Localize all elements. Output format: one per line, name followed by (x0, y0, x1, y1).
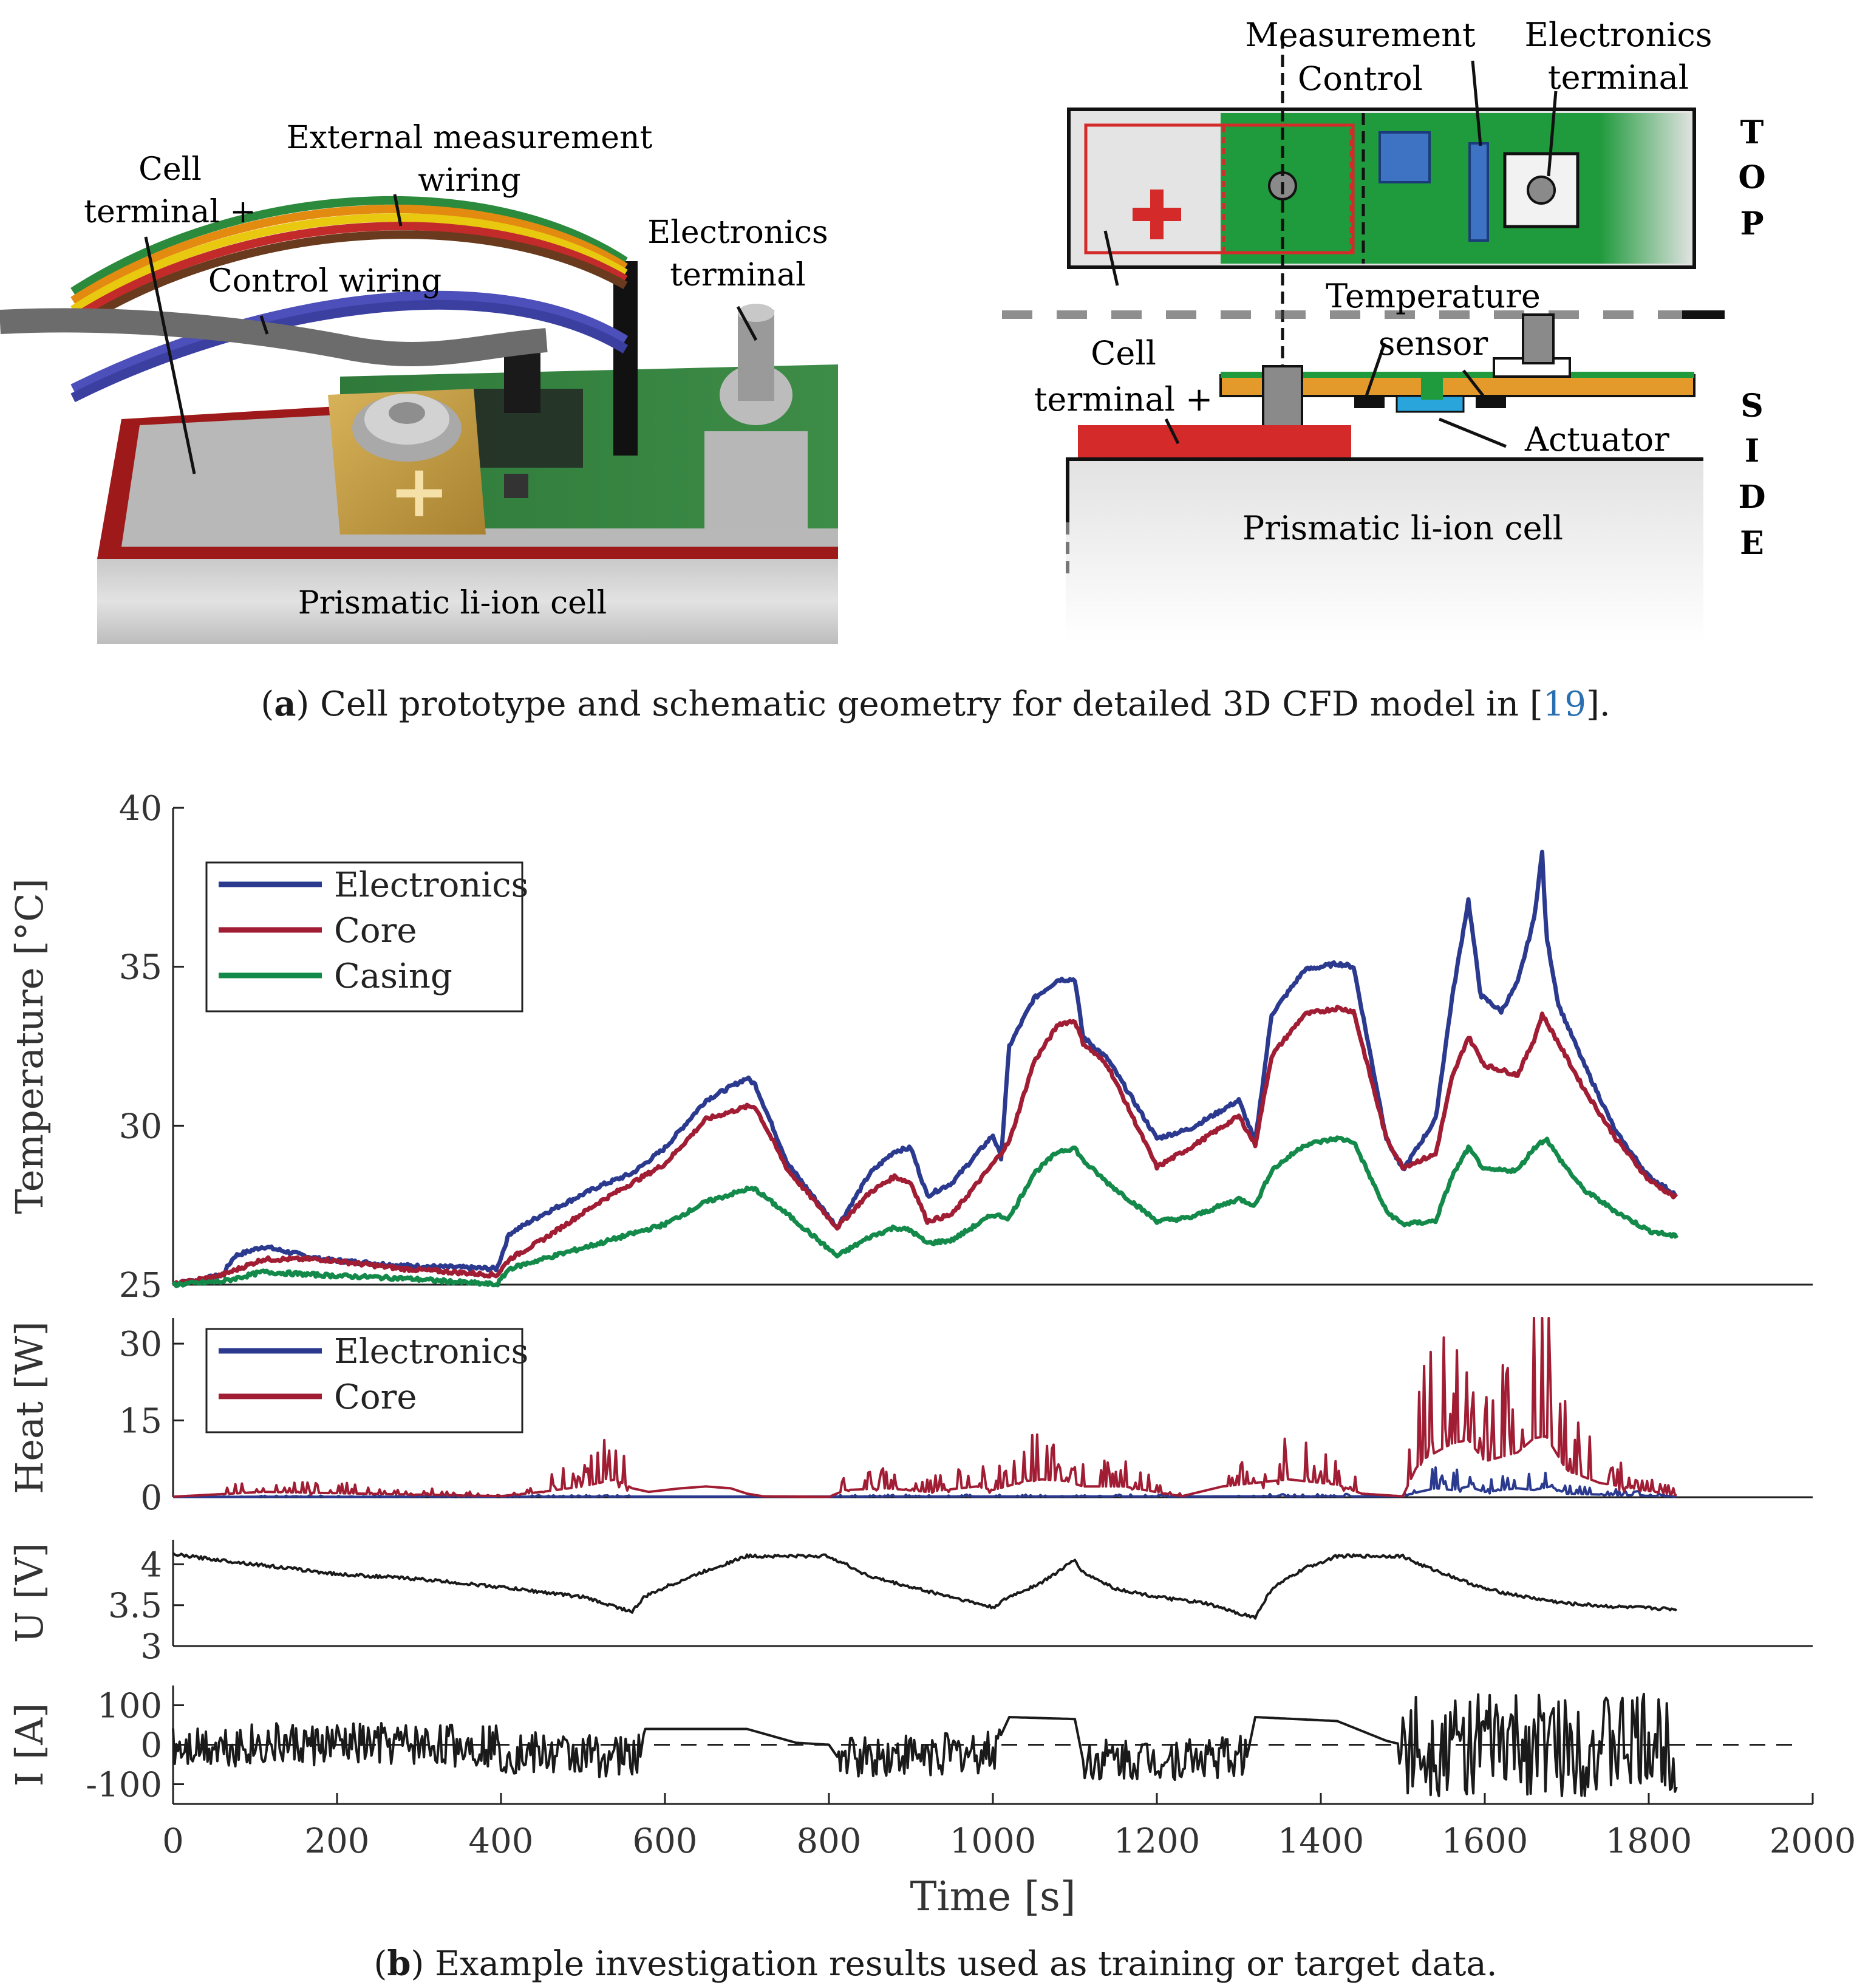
x-tick-label: 1800 (1606, 1822, 1692, 1861)
y-tick-label: 35 (119, 948, 162, 988)
top-view-pcb (1221, 113, 1694, 264)
top-letter-o: O (1738, 159, 1765, 196)
x-tick-label: 1600 (1442, 1822, 1528, 1861)
photo-label-external-wiring-2: wiring (418, 162, 520, 199)
cell-side (1066, 459, 1703, 641)
top-letter-p: P (1740, 205, 1764, 242)
y-tick-label: 40 (119, 789, 162, 828)
temp-sensor-1 (1354, 396, 1385, 408)
legend-label-casing: Casing (334, 957, 452, 996)
schematic-drawing: Measurement Control Electronics terminal… (1002, 16, 1766, 641)
caption-a-text: Cell prototype and schematic geometry fo… (309, 685, 1543, 724)
schem-label-cell-terminal-2: terminal + (1034, 380, 1213, 418)
side-letter-e: E (1740, 525, 1764, 562)
y-tick-label: 0 (140, 1726, 162, 1766)
y-tick-label: 100 (97, 1687, 162, 1726)
x-tick-label: 1000 (950, 1822, 1037, 1861)
schem-label-cell: Prismatic li-ion cell (1242, 509, 1563, 547)
x-tick-label: 1400 (1278, 1822, 1365, 1861)
legend-label-core: Core (334, 911, 417, 951)
legend-label-electronics: Electronics (334, 866, 528, 905)
x-tick-label: 400 (469, 1822, 534, 1861)
caption-b-label: b (387, 1944, 411, 1984)
side-letter-d: D (1738, 479, 1765, 516)
photo-label-external-wiring-1: External measurement (287, 120, 653, 156)
caption-a-label: a (274, 684, 296, 724)
schem-label-control: Control (1298, 60, 1423, 98)
schem-label-cell-terminal-1: Cell (1091, 334, 1156, 372)
control-chip (1379, 131, 1431, 183)
x-tick-label: 0 (162, 1822, 184, 1861)
side-letter-i: I (1745, 432, 1759, 470)
photo-label-electronics-terminal-2: terminal (670, 257, 806, 293)
y-tick-label: -100 (86, 1766, 162, 1805)
electronics-terminal-side (1522, 313, 1555, 364)
plus-vertical (1150, 190, 1164, 239)
caption-b-text: Example investigation results used as tr… (424, 1944, 1498, 1984)
cell-body (97, 559, 838, 644)
y-tick-label: 25 (119, 1266, 162, 1305)
actuator-block (1396, 395, 1465, 413)
temp-sensor-2 (1476, 396, 1506, 408)
side-letter-s: S (1740, 388, 1764, 425)
y-axis-label: U [V] (7, 1543, 52, 1643)
y-tick-label: 4 (140, 1545, 162, 1585)
schem-label-electronics-terminal-2: terminal (1548, 58, 1689, 97)
series-line-casing-panel-0 (171, 1135, 1679, 1288)
cell-terminal-side (1078, 425, 1351, 459)
caption-b: (b) Example investigation results used a… (373, 1944, 1498, 1984)
schem-label-actuator: Actuator (1524, 420, 1669, 459)
legend-box-panel-0 (205, 861, 523, 1013)
series-line-electronics-panel-1 (173, 1466, 1677, 1498)
series-line-core-panel-1 (172, 1317, 1677, 1498)
y-tick-label: 15 (119, 1402, 162, 1441)
top-letter-t: T (1740, 114, 1764, 151)
caption-a-end: ]. (1586, 685, 1610, 724)
schem-label-electronics-terminal-1: Electronics (1525, 16, 1713, 54)
legend-label-electronics: Electronics (334, 1332, 528, 1371)
caption-a: (a) Cell prototype and schematic geometr… (261, 684, 1610, 724)
y-tick-label: 30 (119, 1107, 162, 1146)
photo-label-cell: Prismatic li-ion cell (298, 585, 607, 621)
prototype-photo: + Cell terminal + External measurement w… (0, 0, 838, 644)
series-line-core-panel-0 (172, 1005, 1678, 1288)
legend-label-core: Core (334, 1378, 417, 1417)
prototype-photo-drawing: + Cell terminal + External measurement w… (0, 0, 838, 644)
x-tick-label: 2000 (1770, 1822, 1856, 1861)
y-axis-label: Heat [W] (7, 1321, 52, 1494)
photo-label-control-wiring: Control wiring (208, 263, 441, 299)
measurement-pin-side (1262, 365, 1303, 429)
schem-label-measurement: Measurement (1245, 16, 1476, 54)
series-line-signal-panel-3 (172, 1692, 1678, 1797)
series-line-electronics-panel-0 (172, 849, 1678, 1288)
caption-a-ref[interactable]: 19 (1542, 685, 1587, 724)
y-axis-label: Temperature [°C] (7, 878, 52, 1214)
y-tick-label: 0 (140, 1478, 162, 1518)
schematic: Measurement Control Electronics terminal… (996, 0, 1870, 644)
x-tick-label: 1200 (1114, 1822, 1201, 1861)
schem-label-temperature: Temperature (1326, 277, 1541, 315)
x-tick-label: 800 (797, 1822, 862, 1861)
x-tick-label: 200 (305, 1822, 370, 1861)
y-axis-label: I [A] (7, 1703, 52, 1786)
svg-text:+: + (389, 448, 450, 534)
y-tick-label: 30 (119, 1325, 162, 1364)
x-axis-label: Time [s] (910, 1873, 1075, 1920)
results-plot: 25 30 35 40 Temperature [°C] Electronics Core C… (0, 753, 1871, 1944)
x-tick-label: 600 (633, 1822, 698, 1861)
series-line-signal-panel-2 (172, 1552, 1677, 1620)
top-view-terminal-outline (1084, 123, 1355, 254)
measurement-chip (1468, 142, 1489, 242)
photo-label-electronics-terminal-1: Electronics (647, 214, 828, 251)
photo-label-cell-terminal-1: Cell (138, 151, 202, 188)
y-tick-label: 3.5 (108, 1587, 162, 1626)
y-tick-label: 3 (140, 1627, 162, 1667)
schem-label-sensor: sensor (1379, 324, 1488, 363)
legend-box-panel-1 (205, 1328, 523, 1433)
photo-label-cell-terminal-2: terminal + (84, 194, 256, 230)
